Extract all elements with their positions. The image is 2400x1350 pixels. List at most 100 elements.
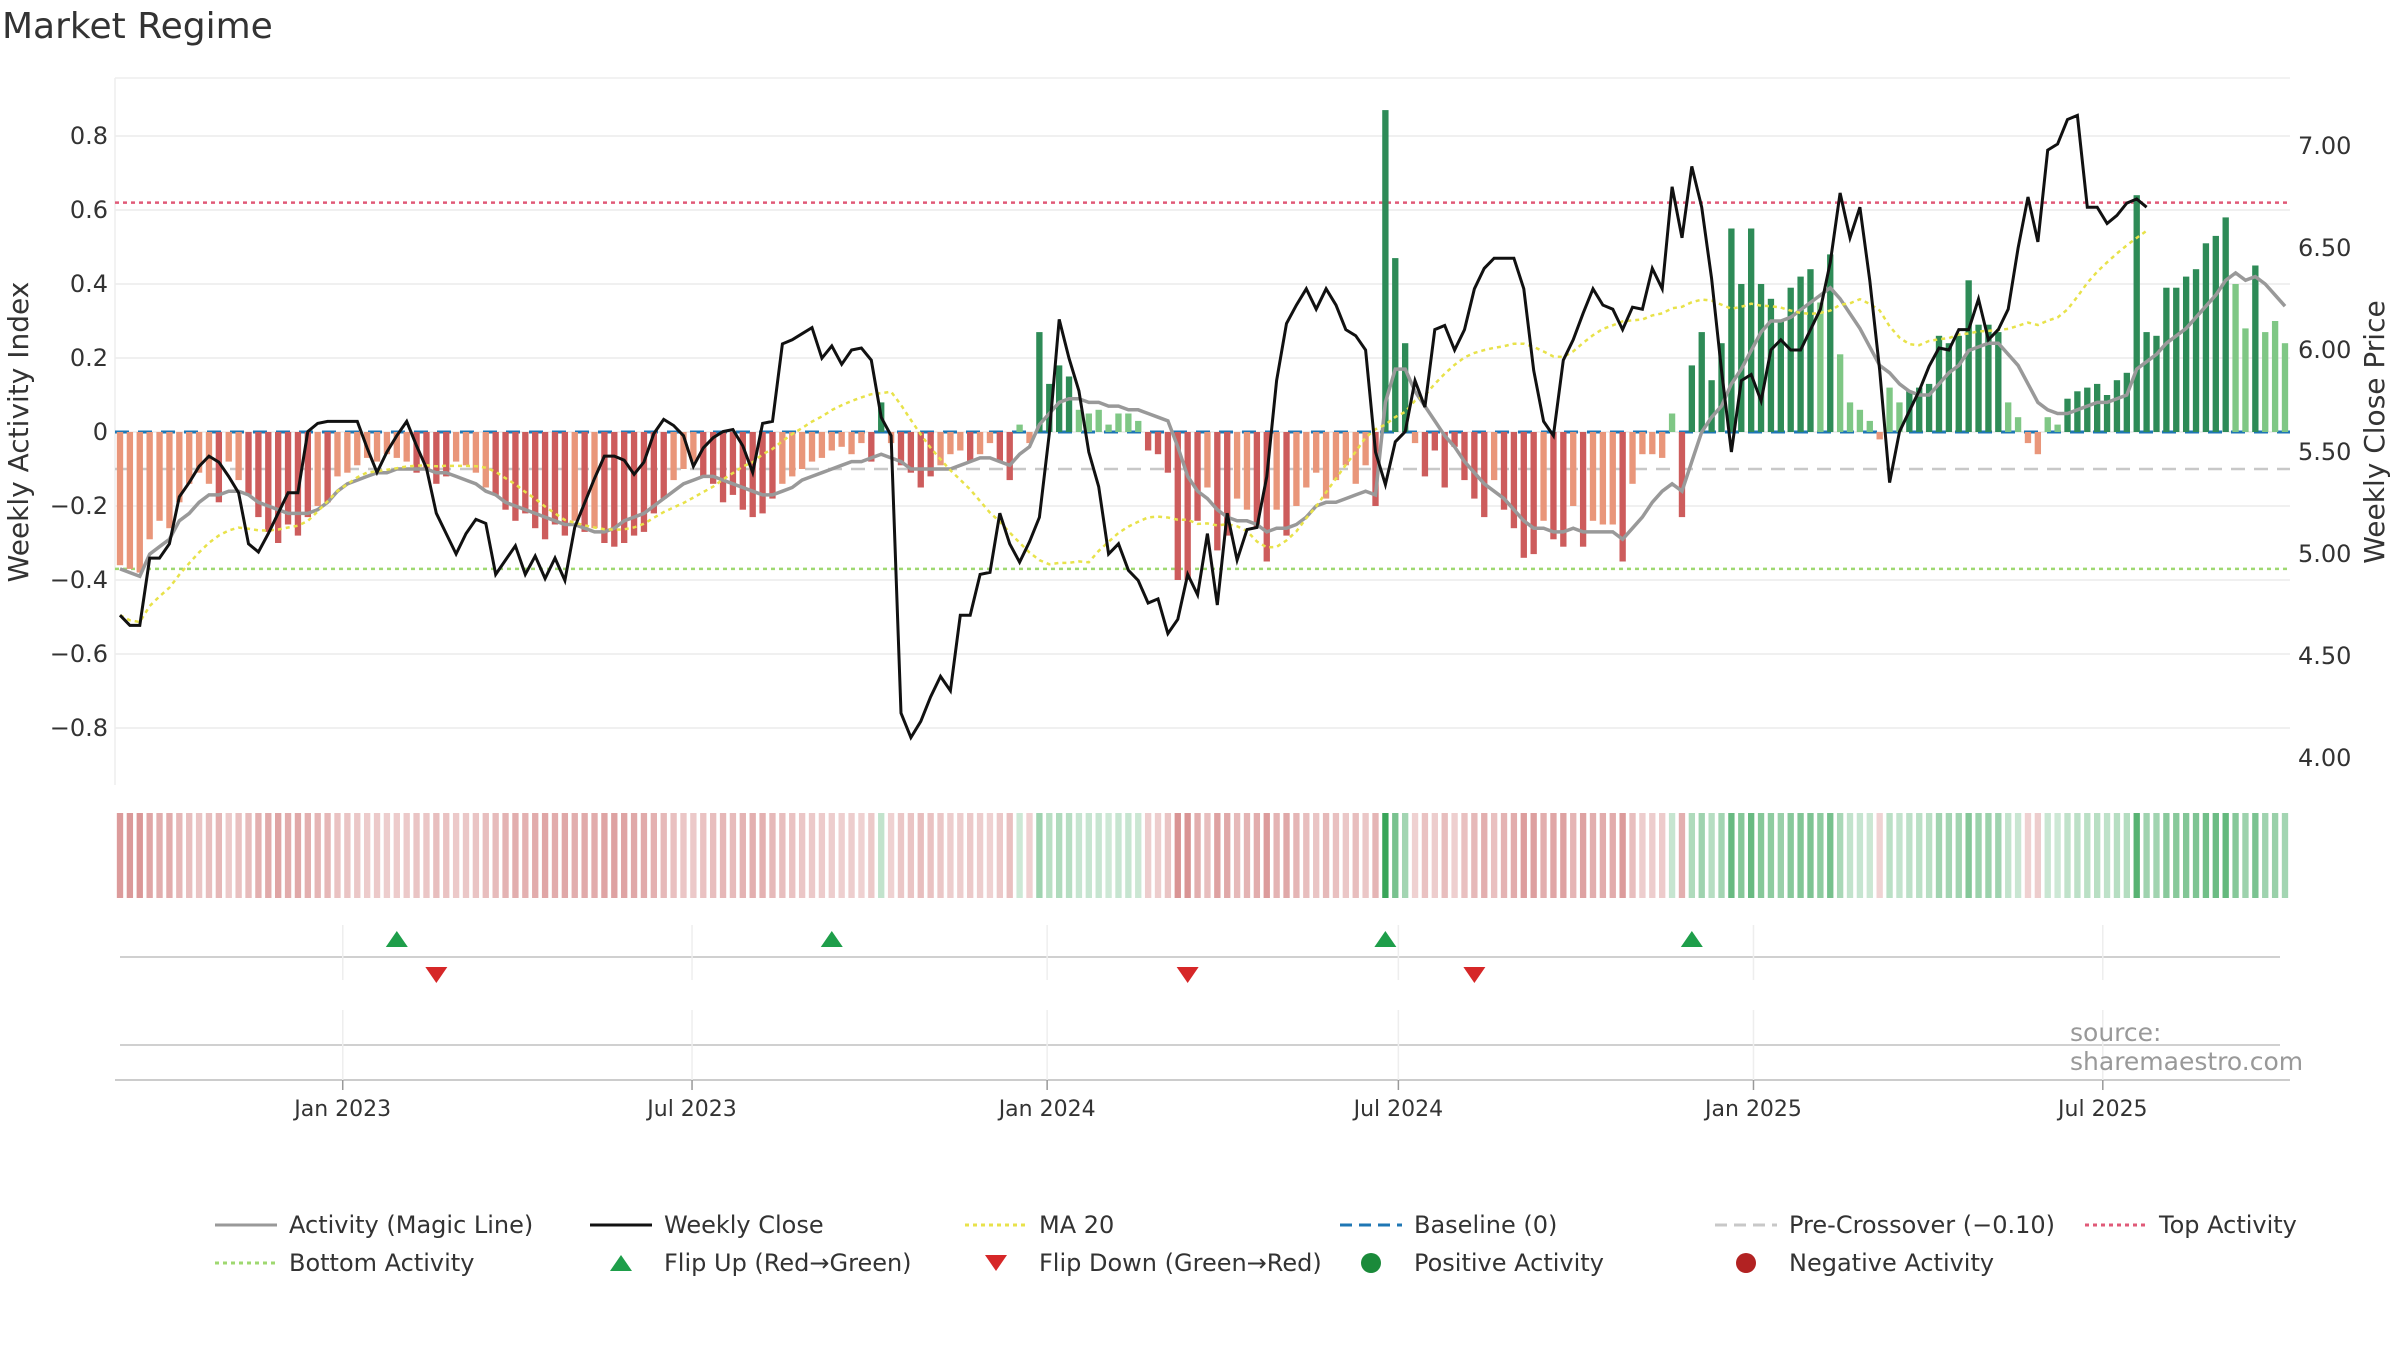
legend-row-2: Bottom Activity Flip Up (Red→Green) Flip D… [215,1244,2345,1282]
regime-strip-cell [947,813,954,898]
regime-strip-cell [482,813,489,898]
activity-bar [1886,387,1893,432]
regime-strip-cell [383,813,391,898]
regime-strip-cell [235,813,242,898]
flip-markers [120,931,2280,983]
regime-strip-cell [275,813,282,898]
activity-bar [690,432,697,462]
regime-strip-cell [1313,813,1320,898]
regime-strip-cell [1036,813,1043,898]
activity-bar [2163,287,2170,432]
activity-bar [1639,432,1646,455]
activity-bar [1471,432,1478,499]
x-tick-label: Jul 2024 [1352,1097,1444,1122]
activity-bar [2252,265,2259,432]
activity-bar [2232,284,2239,432]
activity-bar [532,432,539,529]
regime-strip-cell [838,813,845,898]
regime-strip-cell [116,813,124,898]
activity-bar [314,432,321,506]
activity-bar [1490,432,1498,481]
regime-strip-cell [561,813,569,898]
activity-bar [1520,432,1527,558]
activity-bar [2014,417,2022,432]
regime-strip-cell [1421,813,1429,898]
regime-strip-cell [759,813,766,898]
regime-strip-cell [927,813,934,898]
regime-strip-cell [1411,813,1419,898]
legend-symbol-icon [1715,1215,1777,1235]
regime-strip-cell [2232,813,2239,898]
regime-strip-cell [1194,813,1201,898]
activity-bar [976,432,984,455]
legend-label: Bottom Activity [289,1249,475,1277]
regime-strip-cell [2094,813,2101,898]
regime-strip-cell [996,813,1004,898]
x-tick-label: Jan 2023 [292,1097,391,1122]
legend-symbol-icon [590,1215,652,1235]
activity-bar [1055,365,1063,432]
activity-bar [1985,324,1992,432]
regime-strip-cell [2262,813,2269,898]
activity-bar [1659,432,1666,458]
regime-strip-cell [1006,813,1013,898]
activity-bar [1184,432,1191,580]
activity-bar [947,432,954,455]
y2-tick-label: 4.00 [2298,744,2351,772]
regime-strip-cell [581,813,588,898]
activity-bar [284,432,292,525]
legend-item: Bottom Activity [215,1244,474,1282]
regime-strip-cell [1609,813,1616,898]
regime-strip-cell [393,813,400,898]
regime-strip-cell [1955,813,1962,898]
regime-strip-cell [1748,813,1755,898]
activity-bar [1105,424,1112,432]
activity-bar [1866,420,1873,432]
regime-strip-cell [1253,813,1261,898]
activity-bar [1352,432,1359,484]
regime-strip-cell [2281,813,2289,898]
activity-bar [1204,432,1211,488]
y-tick-label: 0.4 [70,270,108,298]
regime-strip-cell [1570,813,1577,898]
regime-strip-cell [1678,813,1686,898]
regime-strip-cell [1283,813,1290,898]
activity-bars [116,110,2289,580]
regime-strip-cell [2242,813,2249,898]
activity-bar [255,432,262,518]
regime-strip-cell [650,813,657,898]
regime-strip-cell [2133,813,2140,898]
regime-strip-cell [1817,813,1824,898]
series-lines [118,113,2287,741]
activity-bar [1500,432,1508,510]
activity-bar [2094,383,2101,432]
activity-bar [630,432,638,536]
activity-bar [1876,432,1883,440]
regime-strip-cell [1144,813,1152,898]
activity-bar [541,432,549,540]
regime-strip-cell [1065,813,1073,898]
activity-bar [2281,343,2289,432]
activity-bar [1599,432,1607,525]
activity-bar [512,432,519,521]
legend-symbol-icon [215,1253,277,1273]
regime-strip-cell [1105,813,1112,898]
regime-strip-cell [1916,813,1923,898]
regime-strip-cell [2173,813,2180,898]
y-tick-label: 0.2 [70,344,108,372]
regime-strip-cell [779,813,786,898]
regime-strip-cell [502,813,509,898]
regime-strip-cell [1579,813,1587,898]
regime-strip-cell [1115,813,1122,898]
activity-bar [551,432,559,525]
activity-bar [1530,432,1537,555]
regime-strip-cell [215,813,223,898]
legend-symbol-icon [590,1253,652,1273]
activity-bar [2005,402,2012,432]
regime-strip-cell [2005,813,2012,898]
regime-strip-cell [1886,813,1893,898]
regime-strip-cell [2113,813,2121,898]
activity-bar [1332,432,1340,481]
activity-bar [1411,432,1419,444]
activity-bar [957,432,964,451]
